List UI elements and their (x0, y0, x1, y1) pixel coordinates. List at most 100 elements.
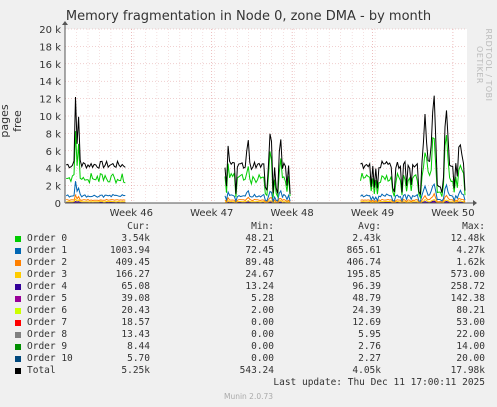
legend-swatch (15, 308, 21, 314)
legend-swatch (15, 356, 21, 362)
x-tick-label: Week 47 (190, 208, 233, 219)
legend-avg: 865.61 (346, 245, 381, 256)
legend-swatch (15, 368, 21, 374)
y-axis-arrow (62, 21, 68, 25)
series-line-total (360, 95, 466, 195)
legend-max: 80.21 (456, 305, 485, 316)
y-tick-label: 6 k (46, 147, 62, 158)
legend-row: Order 5 39.08 5.28 48.79 142.38 (0, 293, 497, 305)
legend-min: 0.00 (251, 341, 274, 352)
y-tick-label: 4 k (46, 164, 62, 175)
legend-min: 0.00 (251, 317, 274, 328)
legend-swatch (15, 320, 21, 326)
legend-max: 20.00 (456, 353, 485, 364)
legend-cur: 18.57 (121, 317, 150, 328)
plot-area: 0 2 k 4 k 6 k 8 k 10 k 12 k 14 k 16 k 18 k 20 k Wee… (39, 21, 477, 219)
legend-series-name: Order 3 (27, 269, 68, 280)
legend-max: 53.00 (456, 317, 485, 328)
legend-swatch (15, 260, 21, 266)
legend-swatch (15, 332, 21, 338)
legend-min: 0.00 (251, 353, 274, 364)
legend-header-avg: Avg: (358, 221, 381, 232)
legend-avg: 12.69 (352, 317, 381, 328)
legend-series-name: Order 8 (27, 329, 68, 340)
y-tick-label: 0 (55, 199, 61, 210)
legend-series-name: Order 4 (27, 281, 68, 292)
legend-series-name: Order 10 (27, 353, 73, 364)
y-tick-label: 18 k (39, 42, 61, 53)
series-line-order-3 (360, 198, 466, 204)
series-line-total (66, 96, 126, 170)
legend-min: 2.00 (251, 305, 274, 316)
legend-swatch (15, 296, 21, 302)
legend-avg: 5.95 (358, 329, 381, 340)
y-tick-label: 12 k (39, 95, 61, 106)
legend-swatch (15, 248, 21, 254)
legend-header-min: Min: (251, 221, 274, 232)
legend-avg: 48.79 (352, 293, 381, 304)
chart-title: Memory fragmentation in Node 0, zone DMA… (65, 9, 432, 24)
legend-cur: 409.45 (115, 257, 150, 268)
legend-avg: 195.85 (346, 269, 381, 280)
legend-avg: 24.39 (352, 305, 381, 316)
series-line-order-3 (66, 198, 126, 203)
x-tick-label: Week 49 (351, 208, 394, 219)
series-line-order-0 (360, 135, 466, 200)
series-line-order-2 (360, 192, 466, 204)
legend-min: 24.67 (245, 269, 274, 280)
legend-min: 5.28 (251, 293, 274, 304)
legend-cur: 5.70 (127, 353, 150, 364)
legend-max: 22.00 (456, 329, 485, 340)
legend-header: Cur: Min: Avg: Max: (0, 221, 497, 233)
munin-version: Munin 2.0.73 (223, 392, 274, 401)
legend-series-name: Order 2 (27, 257, 68, 268)
legend-row: Order 2 409.45 89.48 406.74 1.62k (0, 257, 497, 269)
x-tick-label: Week 46 (110, 208, 153, 219)
legend-cur: 5.25k (121, 365, 150, 376)
x-tick-label: Week 48 (270, 208, 313, 219)
legend-row: Order 9 8.44 0.00 2.76 14.00 (0, 341, 497, 353)
legend-cur: 1003.94 (109, 245, 150, 256)
legend-max: 1.62k (456, 257, 485, 268)
legend-cur: 3.54k (121, 233, 150, 244)
y-tick-label: 16 k (39, 60, 61, 71)
series-line-order-1 (224, 189, 291, 204)
legend-avg: 406.74 (346, 257, 381, 268)
legend-row: Order 10 5.70 0.00 2.27 20.00 (0, 353, 497, 365)
y-tick-label: 10 k (39, 112, 61, 123)
series-line-order-1 (65, 181, 126, 199)
series-line-order-0 (224, 151, 291, 199)
legend-max: 142.38 (450, 293, 485, 304)
legend-avg: 96.39 (352, 281, 381, 292)
legend-max: 14.00 (456, 341, 485, 352)
y-tick-label: 14 k (39, 77, 61, 88)
legend-min: 48.21 (245, 233, 274, 244)
legend-series-name: Order 0 (27, 233, 68, 244)
legend-swatch (15, 284, 21, 290)
legend-cur: 65.08 (121, 281, 150, 292)
last-update: Last update: Thu Dec 11 17:00:11 2025 (273, 377, 485, 388)
y-tick-label: 2 k (46, 182, 62, 193)
legend-avg: 2.27 (358, 353, 381, 364)
series-line-total (224, 133, 291, 194)
legend-swatch (15, 272, 21, 278)
legend-rows: Order 0 3.54k 48.21 2.43k 12.48k Order 1 1003.… (0, 233, 497, 377)
legend-cur: 20.43 (121, 305, 150, 316)
series-line-order-0 (66, 131, 126, 185)
legend-min: 543.24 (239, 365, 274, 376)
series-line-order-1 (360, 183, 466, 203)
legend-avg: 2.43k (352, 233, 381, 244)
legend-swatch (15, 236, 21, 242)
legend-cur: 8.44 (127, 341, 150, 352)
legend-row: Order 6 20.43 2.00 24.39 80.21 (0, 305, 497, 317)
legend-series-name: Order 5 (27, 293, 68, 304)
legend-avg: 4.05k (352, 365, 381, 376)
legend-cur: 166.27 (115, 269, 150, 280)
y-tick-label: 8 k (46, 129, 62, 140)
legend: Cur: Min: Avg: Max: Order 0 3.54k 48.21 2.4… (0, 221, 497, 377)
legend-row: Order 0 3.54k 48.21 2.43k 12.48k (0, 233, 497, 245)
legend-header-max: Max: (462, 221, 485, 232)
legend-max: 17.98k (450, 365, 485, 376)
legend-row: Order 7 18.57 0.00 12.69 53.00 (0, 317, 497, 329)
legend-min: 0.00 (251, 329, 274, 340)
